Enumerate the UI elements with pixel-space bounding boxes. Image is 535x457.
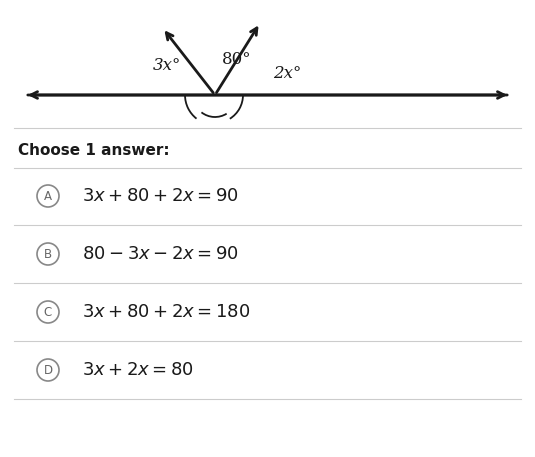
Text: B: B <box>44 248 52 260</box>
Text: D: D <box>43 363 52 377</box>
Text: $3x + 80 + 2x = 90$: $3x + 80 + 2x = 90$ <box>82 187 239 205</box>
Text: $80 - 3x - 2x = 90$: $80 - 3x - 2x = 90$ <box>82 245 239 263</box>
Text: A: A <box>44 190 52 202</box>
Text: Choose 1 answer:: Choose 1 answer: <box>18 143 170 158</box>
Text: 3x°: 3x° <box>153 57 181 74</box>
Text: 80°: 80° <box>222 52 252 69</box>
Text: $3x + 2x = 80$: $3x + 2x = 80$ <box>82 361 194 379</box>
Text: $3x + 80 + 2x = 180$: $3x + 80 + 2x = 180$ <box>82 303 250 321</box>
Text: 2x°: 2x° <box>273 64 301 81</box>
Text: C: C <box>44 305 52 319</box>
